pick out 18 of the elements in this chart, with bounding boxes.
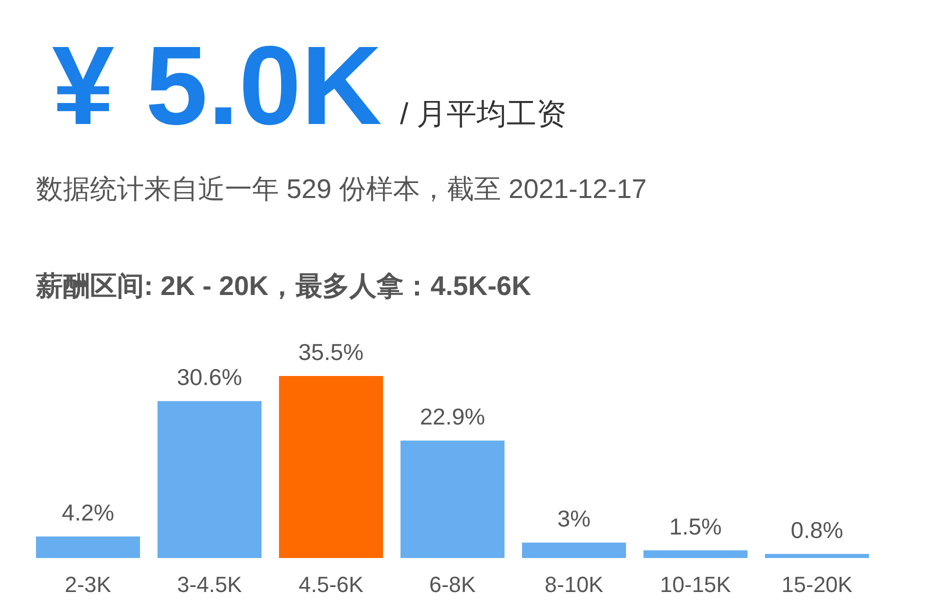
category: 6-8K	[429, 572, 476, 597]
category: 8-10K	[544, 572, 604, 597]
value-label: 22.9%	[420, 404, 486, 430]
title: ¥ 5.0K	[52, 23, 382, 148]
category: 15-20K	[782, 572, 852, 597]
value-label: 1.5%	[669, 513, 722, 540]
value-label: 35.5%	[298, 339, 364, 365]
annotation: 薪酬区间: 2K - 20K，最多人拿：4.5K-6K	[36, 271, 532, 301]
category: 4.5-6K	[298, 572, 364, 597]
subtitle: / 月平均工资	[400, 98, 567, 131]
value-label: 0.8%	[790, 516, 844, 543]
value-label: 4.2%	[62, 499, 114, 526]
category: 10-15K	[660, 572, 731, 597]
annotation: 数据统计来自近一年 529 份样本，截至 2021-12-17	[36, 174, 647, 204]
value-label: 3%	[557, 506, 591, 532]
value-label: 30.6%	[176, 364, 242, 390]
category: 2-3K	[64, 572, 112, 597]
category: 3-4.5K	[177, 572, 242, 597]
